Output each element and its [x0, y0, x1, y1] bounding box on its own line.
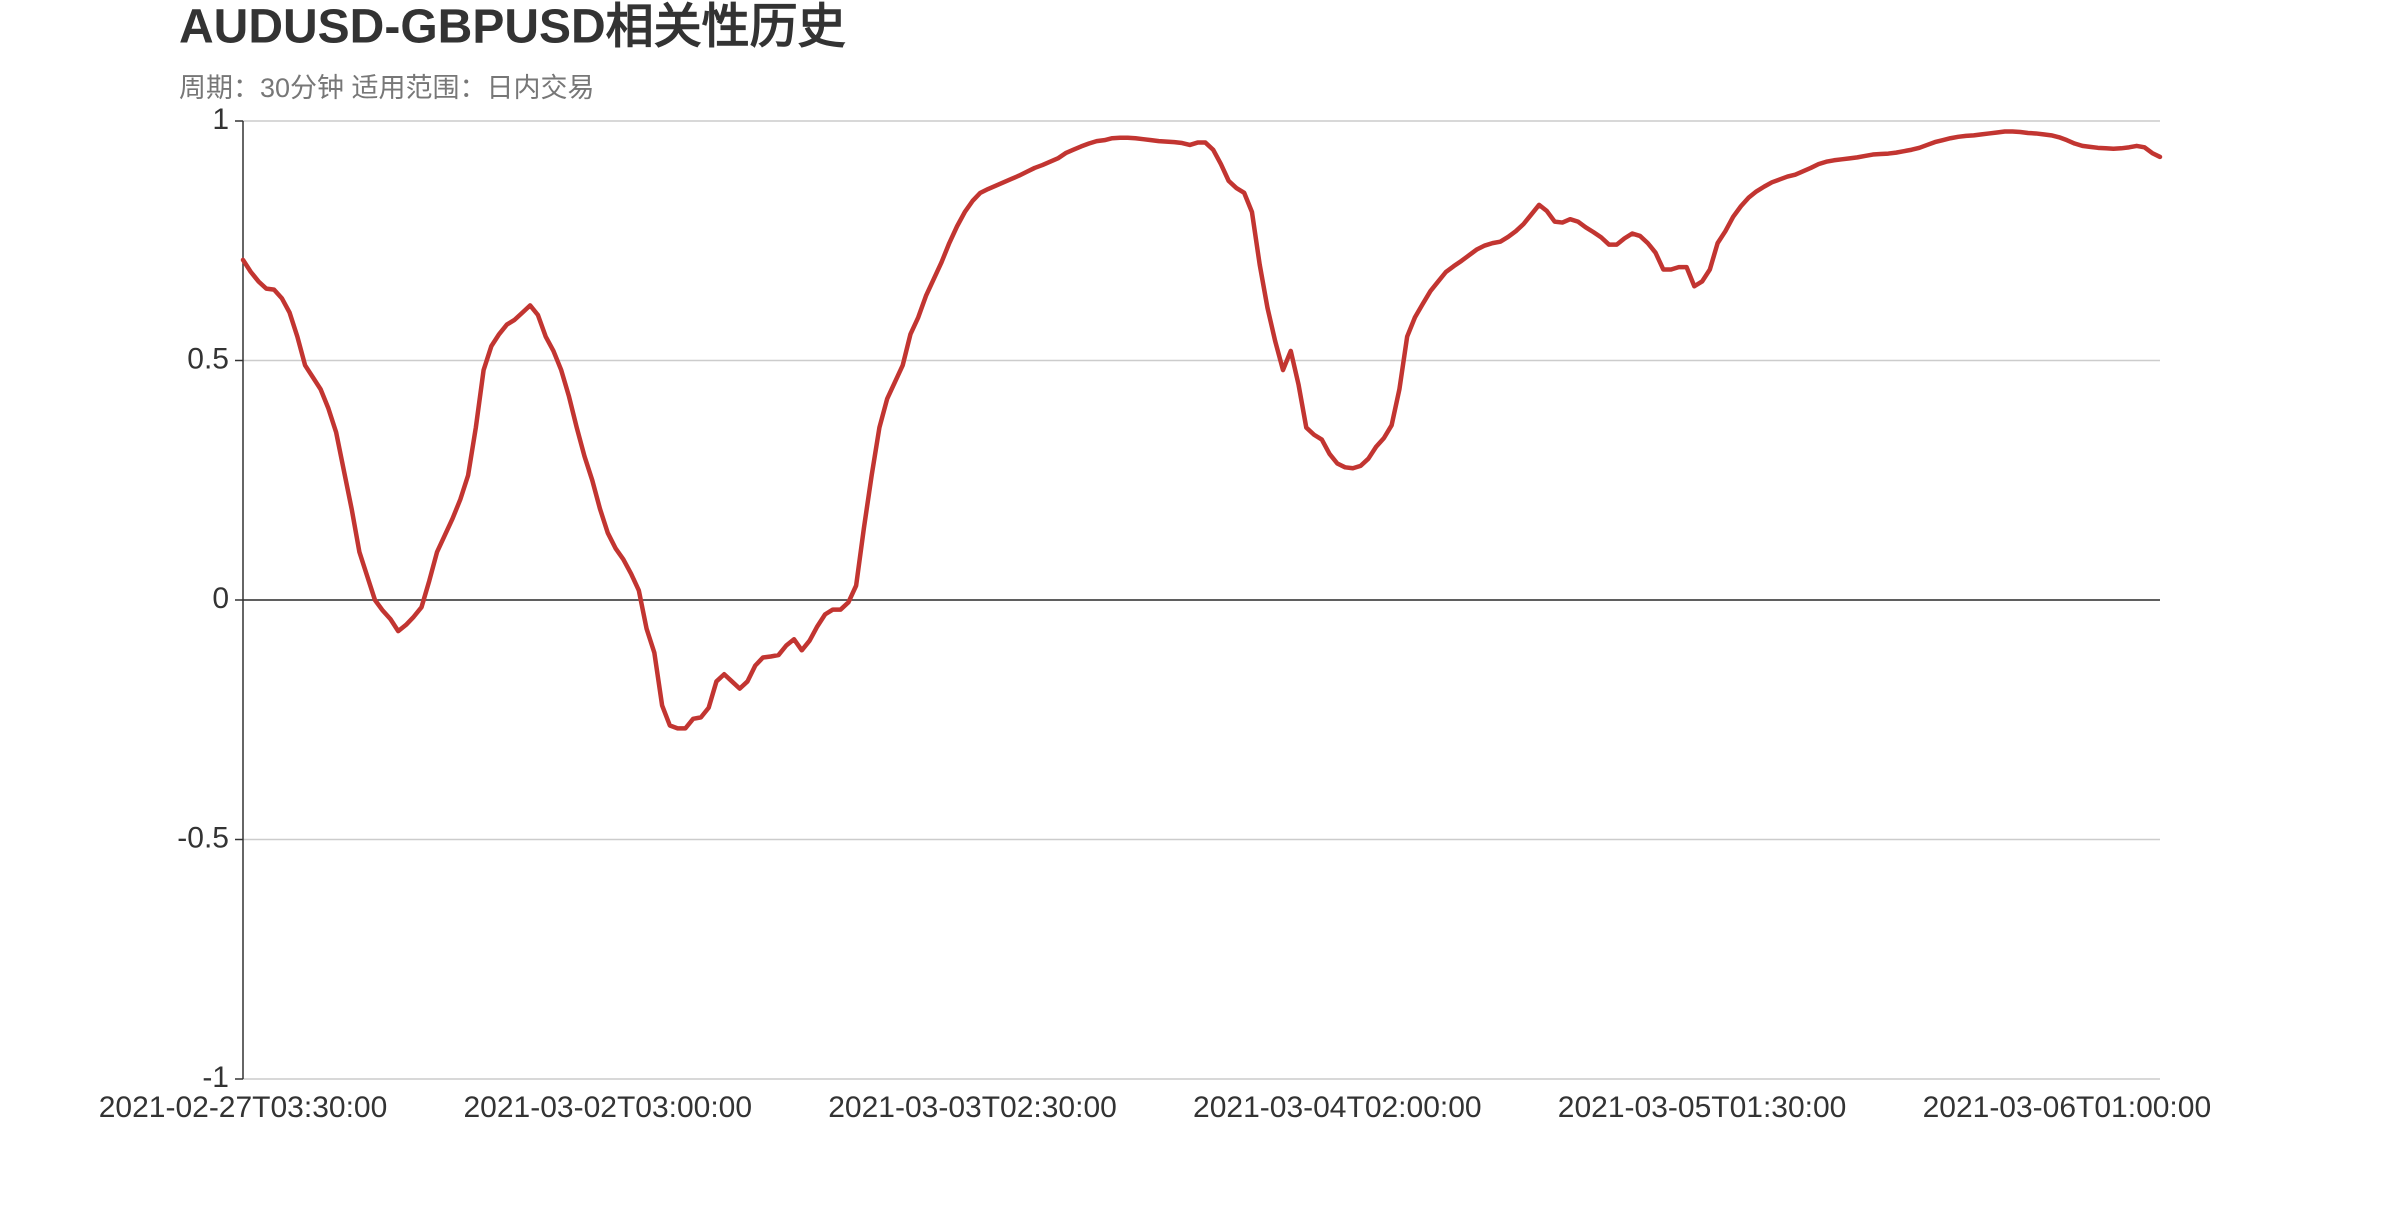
y-tick-label: -0.5 — [177, 821, 229, 854]
x-tick-label: 2021-03-04T02:00:00 — [1193, 1091, 1482, 1124]
data-line — [240, 129, 2163, 731]
chart-subtitle: 周期：30分钟 适用范围：日内交易 — [179, 73, 595, 103]
chart-title: AUDUSD-GBPUSD相关性历史 — [179, 1, 846, 54]
x-tick-label: 2021-03-05T01:30:00 — [1558, 1091, 1847, 1124]
x-tick-label: 2021-02-27T03:30:00 — [99, 1091, 388, 1124]
y-tick-label: 0 — [212, 582, 229, 615]
x-tick-label: 2021-03-02T03:00:00 — [463, 1091, 752, 1124]
y-tick-label: -1 — [202, 1061, 229, 1094]
y-tick-label: 1 — [212, 103, 229, 136]
y-tick-label: 0.5 — [187, 342, 229, 375]
x-tick-label: 2021-03-06T01:00:00 — [1923, 1091, 2212, 1124]
x-tick-label: 2021-03-03T02:30:00 — [828, 1091, 1117, 1124]
